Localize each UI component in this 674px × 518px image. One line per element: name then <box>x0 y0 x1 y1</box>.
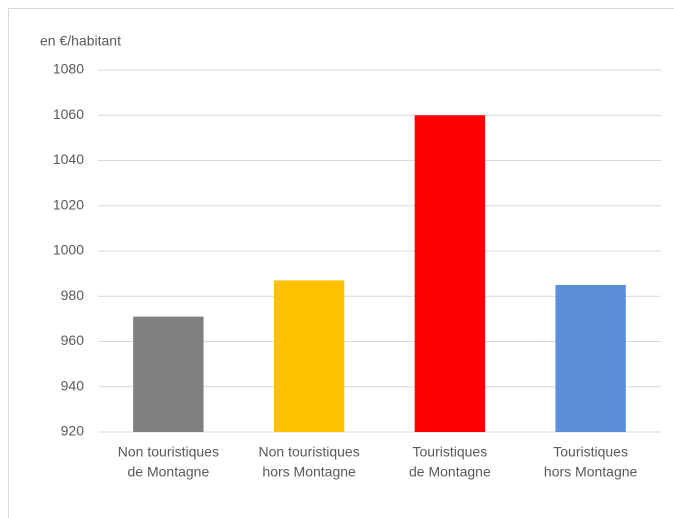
x-tick-label: Touristiques <box>413 444 488 460</box>
bar <box>273 280 345 432</box>
y-tick-label: 960 <box>61 332 85 348</box>
y-tick-label: 1020 <box>53 196 84 212</box>
y-tick-label: 1080 <box>53 61 84 77</box>
bar <box>555 284 626 432</box>
y-tick-label: 920 <box>61 423 85 439</box>
y-tick-label: 940 <box>61 377 85 393</box>
x-tick-label: hors Montagne <box>262 464 356 480</box>
x-tick-label: hors Montagne <box>544 464 638 480</box>
bar <box>133 316 204 432</box>
x-tick-label: de Montagne <box>128 464 210 480</box>
x-tick-label: Non touristiques <box>118 444 219 460</box>
y-tick-label: 1040 <box>53 151 84 167</box>
chart-border <box>8 8 674 518</box>
y-tick-label: 1060 <box>53 106 84 122</box>
x-tick-label: Non touristiques <box>259 444 360 460</box>
y-axis-label: en €/habitant <box>40 33 121 49</box>
y-tick-label: 1000 <box>53 242 84 258</box>
x-tick-label: Touristiques <box>553 444 628 460</box>
x-tick-label: de Montagne <box>409 464 491 480</box>
bar <box>414 115 486 432</box>
y-tick-label: 980 <box>61 287 85 303</box>
